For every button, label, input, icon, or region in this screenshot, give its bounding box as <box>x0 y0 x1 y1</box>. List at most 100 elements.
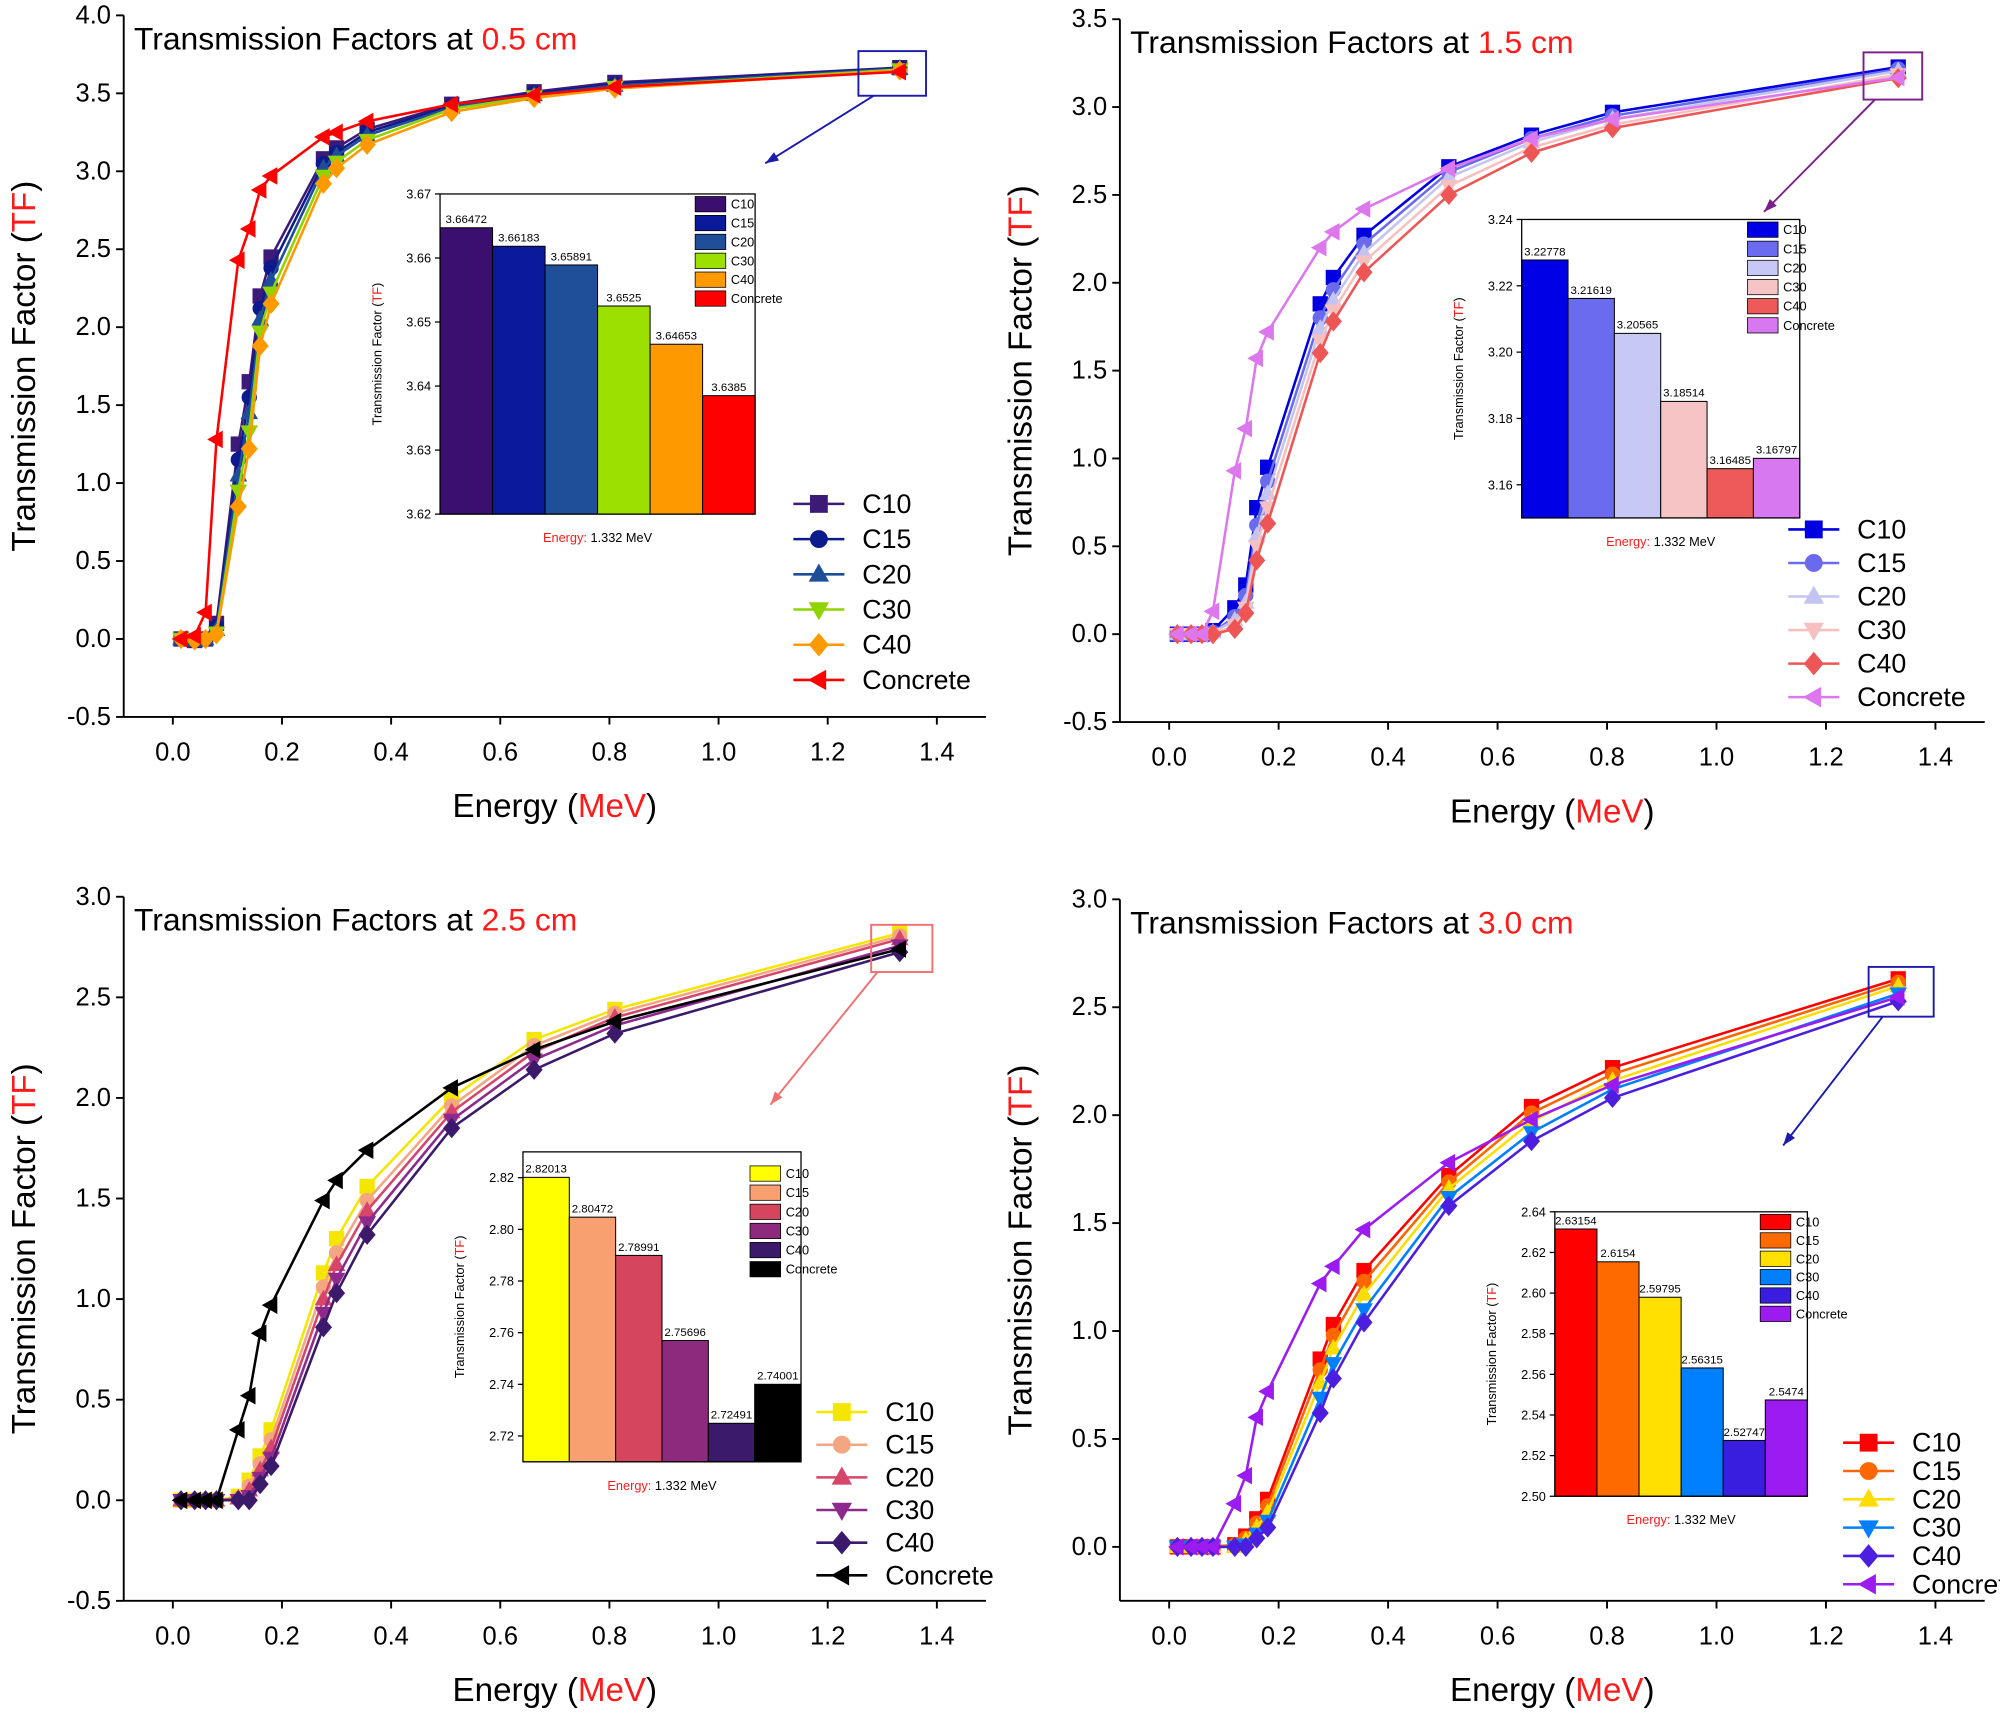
y-tick-label: 2.74 <box>489 1377 514 1392</box>
inset-x-label-part: Energy: <box>1627 1512 1671 1527</box>
marker <box>1354 1220 1371 1239</box>
marker <box>251 335 269 356</box>
marker <box>1355 1312 1373 1333</box>
marker <box>525 1059 543 1080</box>
y-axis-label-part: Transmission Factor ( <box>1002 237 1039 556</box>
legend-marker <box>1858 1488 1879 1507</box>
y-axis-label-part: ) <box>1002 1065 1039 1076</box>
marker <box>229 496 247 517</box>
marker <box>262 1455 280 1477</box>
marker <box>251 1474 269 1495</box>
legend-swatch <box>1747 259 1779 276</box>
legend-label: C15 <box>862 524 911 554</box>
legend-marker <box>831 1530 852 1555</box>
legend-marker <box>1858 1520 1879 1539</box>
legend-marker <box>1859 1433 1878 1452</box>
inset-x-label: Energy: 1.332 MeV <box>1627 1512 1737 1527</box>
x-tick-label: 0.4 <box>1370 1623 1405 1651</box>
x-tick-label: 1.2 <box>810 739 845 767</box>
marker <box>606 1023 624 1044</box>
y-tick-label: 2.58 <box>1521 1326 1546 1341</box>
bar-value-label: 3.65891 <box>551 251 592 263</box>
marker <box>1355 262 1373 283</box>
legend-swatch <box>1747 221 1779 238</box>
legend-marker <box>1803 622 1824 641</box>
x-tick-label: 0.2 <box>264 1623 299 1651</box>
legend-swatch <box>1759 1269 1792 1286</box>
inset-x-label-part: Energy: <box>1606 533 1650 548</box>
marker <box>240 438 258 459</box>
marker <box>443 1117 461 1139</box>
arrow-head <box>1783 1132 1796 1146</box>
marker <box>1355 1284 1373 1301</box>
legend-label: C30 <box>1912 1513 1961 1543</box>
inset-x-label-part: Energy: <box>543 530 587 545</box>
y-tick-label: 1.5 <box>1072 1209 1107 1237</box>
marker <box>327 123 343 142</box>
bar <box>1764 1399 1808 1497</box>
arrow-head <box>770 1091 783 1105</box>
line-chart: 0.0 0.5 1.0 1.5 2.0 2.5 3.0 0.0 0.2 0.4 0.6 0.8 1.0 1… <box>1072 885 2000 1650</box>
bar <box>1567 297 1615 519</box>
y-tick-label: 3.22 <box>1488 278 1513 293</box>
y-tick-label: 3.5 <box>1072 5 1107 33</box>
y-tick-label: 3.64 <box>406 379 431 394</box>
inset-bar-chart: 3.22778 3.21619 3.20565 3.18514 3.16485 3.167… <box>1488 212 1835 519</box>
legend-label: C15 <box>1857 548 1906 578</box>
marker <box>1203 602 1220 621</box>
line-chart: -0.5 0.0 0.5 1.0 1.5 2.0 2.5 3.0 3.5 0.0 0.2 0.4 0.6… <box>1063 5 1985 772</box>
legend-label: C30 <box>1783 280 1806 295</box>
x-tick-label: 0.0 <box>155 1623 190 1651</box>
legend-marker <box>1804 554 1823 572</box>
x-tick-label: 0.0 <box>1151 744 1186 772</box>
y-axis-label-part: TF <box>1002 1076 1039 1117</box>
y-tick-label: 1.0 <box>76 469 111 497</box>
bar <box>597 305 651 515</box>
marker <box>327 1255 346 1272</box>
y-tick-label: 2.0 <box>76 313 111 341</box>
highlight-box <box>1862 51 1924 101</box>
marker <box>1324 1368 1342 1389</box>
marker <box>328 158 346 179</box>
y-tick-label: 3.62 <box>406 507 431 522</box>
bar <box>544 264 599 515</box>
x-tick-label: 0.8 <box>592 739 627 767</box>
bar <box>1722 1439 1766 1497</box>
marker <box>1247 1408 1263 1427</box>
chart-title-part: 3.0 cm <box>1478 904 1574 940</box>
y-axis-label: Transmission Factor (TF) <box>1002 185 1039 556</box>
marker <box>359 1178 375 1195</box>
arrow-head <box>1764 199 1777 212</box>
bar-value-label: 2.75696 <box>664 1327 705 1339</box>
y-tick-label: 2.76 <box>489 1325 514 1340</box>
legend-marker <box>1857 1574 1876 1595</box>
line-chart: -0.5 0.0 0.5 1.0 1.5 2.0 2.5 3.0 3.5 4.0 0.0 0.2 0.4… <box>67 1 986 767</box>
marker <box>524 86 541 104</box>
legend-swatch <box>749 1165 781 1182</box>
legend-swatch <box>1759 1287 1792 1304</box>
bar-value-label: 2.72491 <box>711 1410 752 1422</box>
inset-y-label-part: TF <box>1450 301 1465 317</box>
marker <box>1248 550 1266 571</box>
marker <box>357 112 374 131</box>
bar-value-label: 3.21619 <box>1570 285 1611 297</box>
legend-marker <box>1804 520 1823 539</box>
marker <box>185 627 201 645</box>
marker <box>1311 1402 1329 1424</box>
legend-marker <box>809 494 828 513</box>
x-axis-label: Energy (MeV) <box>453 788 658 825</box>
y-tick-label: 3.18 <box>1488 411 1513 426</box>
bar-value-label: 3.66183 <box>498 233 539 245</box>
legend-label: C20 <box>885 1462 934 1492</box>
legend-label: C10 <box>731 197 754 212</box>
marker <box>442 1079 458 1097</box>
y-tick-label: 3.63 <box>406 443 431 458</box>
legend-marker <box>832 1435 851 1454</box>
legend-swatch <box>749 1261 781 1278</box>
marker <box>328 1282 346 1304</box>
marker <box>1225 461 1242 480</box>
marker <box>1236 419 1253 438</box>
y-tick-label: 1.5 <box>76 391 111 419</box>
y-tick-label: 2.60 <box>1521 1286 1546 1301</box>
